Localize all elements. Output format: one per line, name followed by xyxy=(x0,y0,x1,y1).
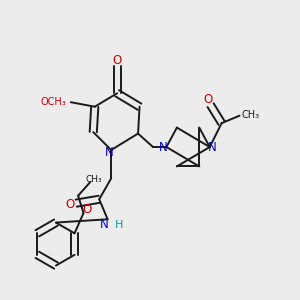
Text: O: O xyxy=(65,198,75,211)
Text: OCH₃: OCH₃ xyxy=(41,97,67,106)
Text: N: N xyxy=(158,141,167,154)
Text: N: N xyxy=(208,141,217,154)
Text: O: O xyxy=(204,93,213,106)
Text: N: N xyxy=(104,146,113,159)
Text: CH₃: CH₃ xyxy=(241,110,260,120)
Text: O: O xyxy=(82,203,91,216)
Text: CH₃: CH₃ xyxy=(85,175,102,184)
Text: O: O xyxy=(112,54,122,67)
Text: N: N xyxy=(100,218,109,231)
Text: H: H xyxy=(115,220,123,230)
